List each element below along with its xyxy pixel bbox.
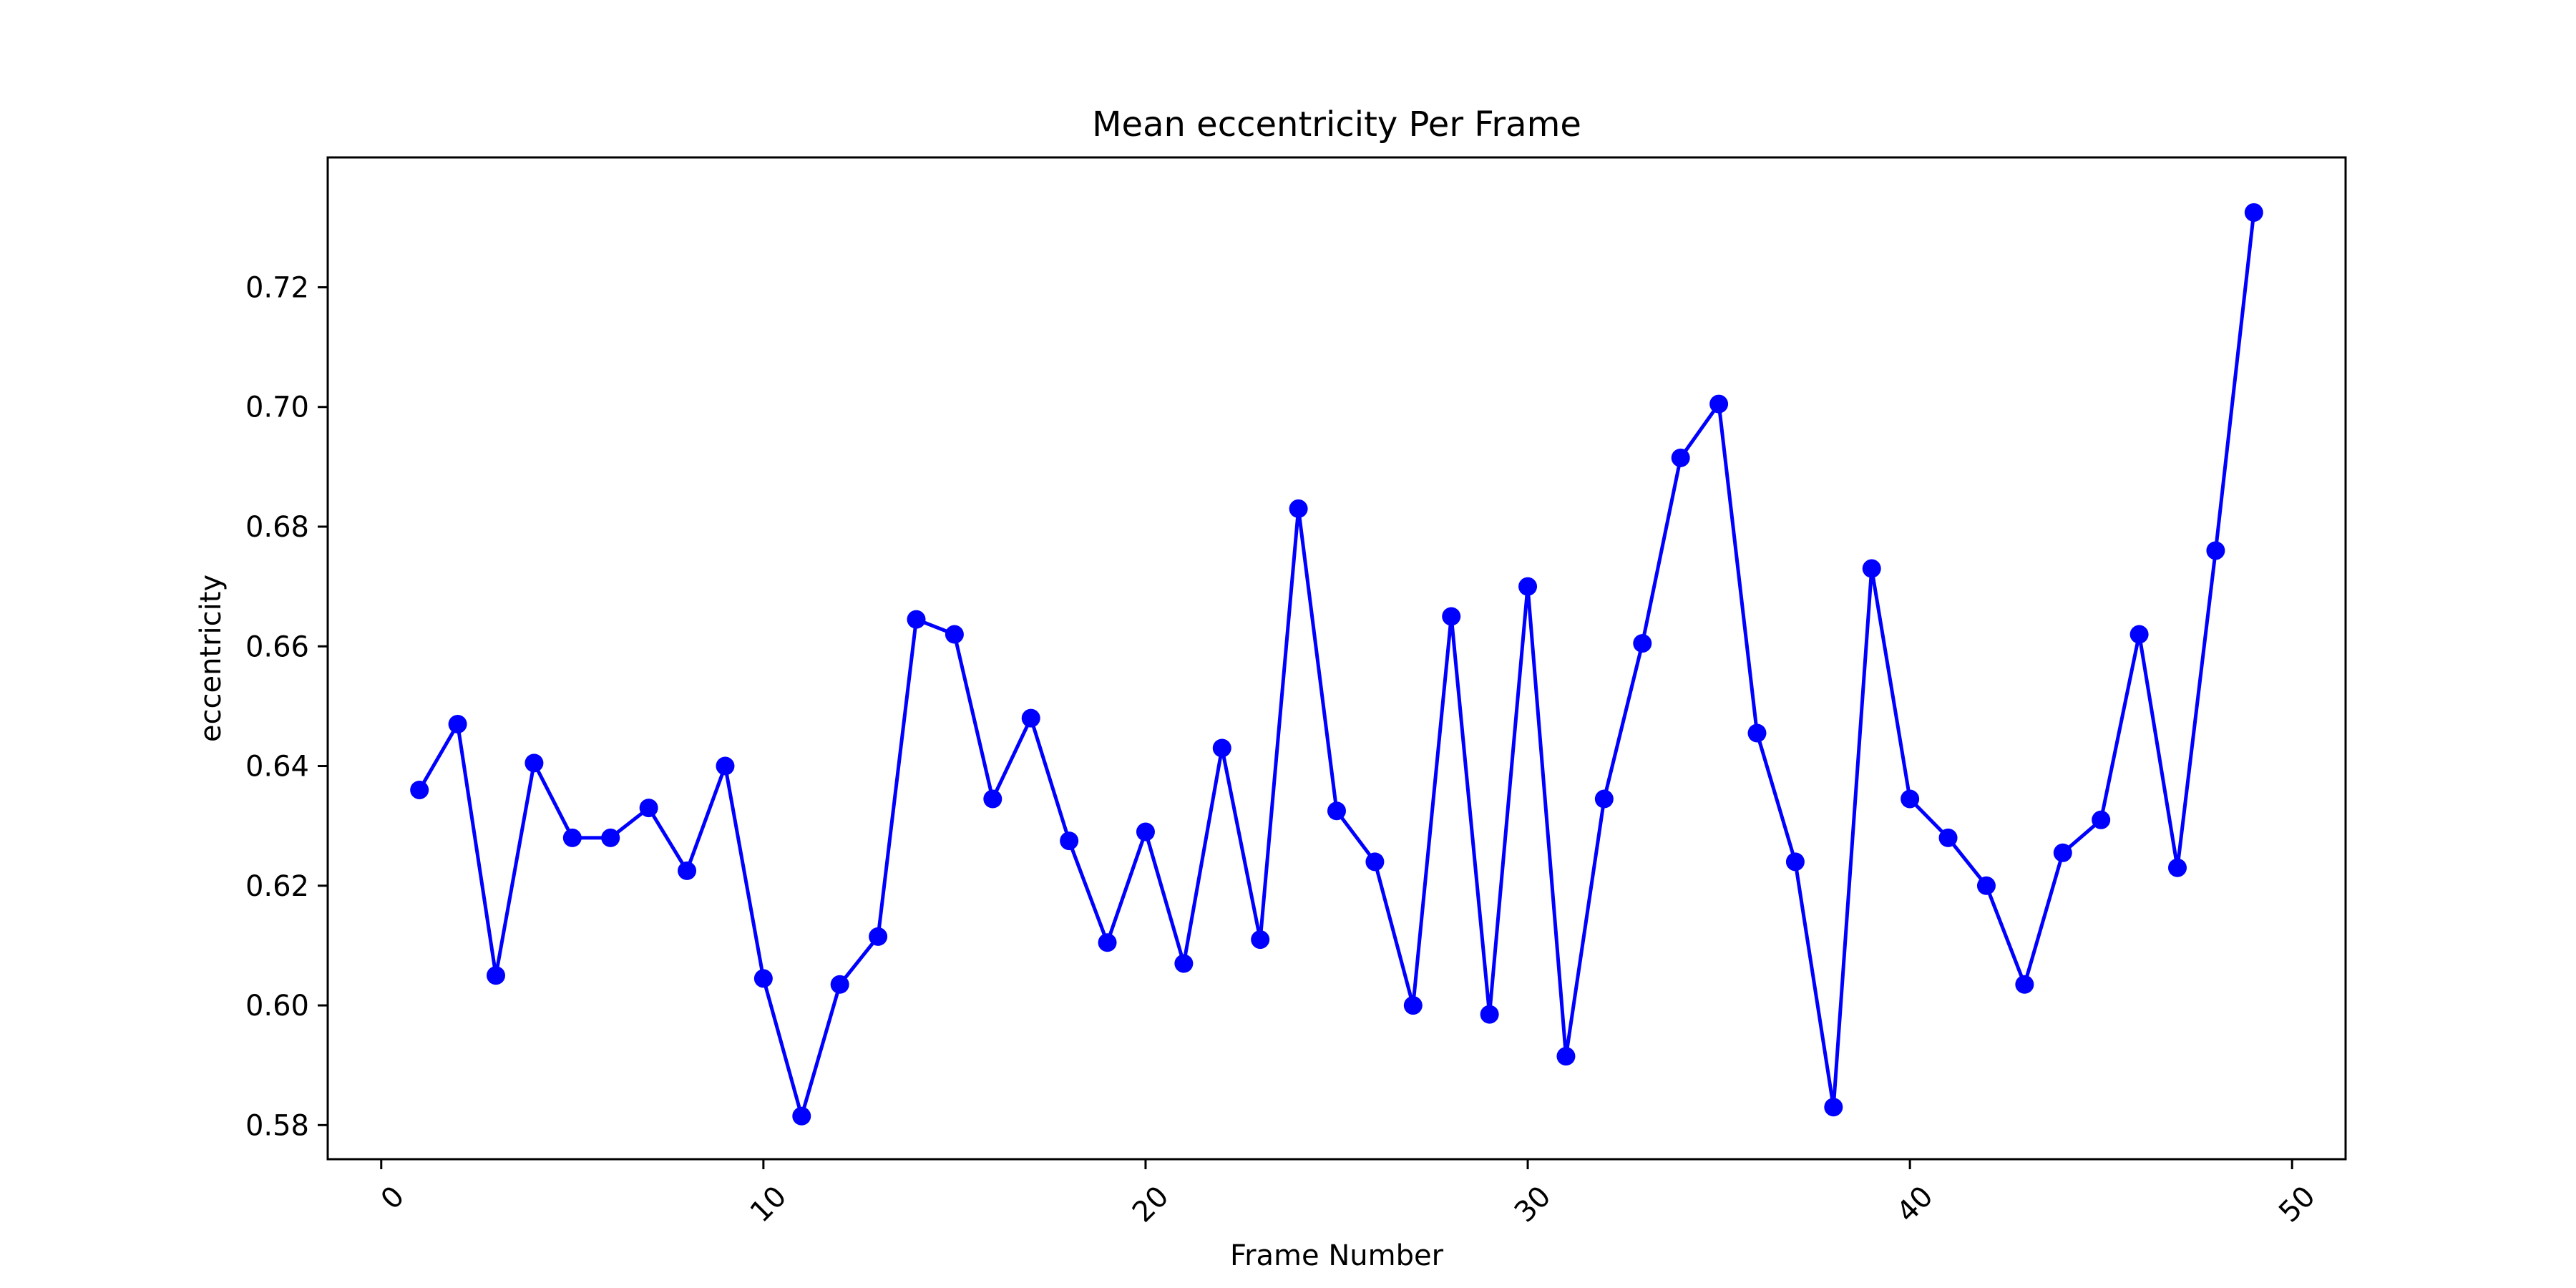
data-point [1976,876,1996,895]
data-point [2129,625,2149,644]
data-point [1518,577,1538,596]
data-point [1174,954,1194,973]
data-point [410,780,429,799]
data-point [1824,1098,1843,1117]
plot-area [410,203,2263,1126]
data-point [792,1106,811,1126]
data-point [1862,559,1881,578]
data-point [1327,801,1346,821]
y-tick-label: 0.68 [245,511,309,544]
data-point [601,828,620,847]
plot-frame [326,156,2347,1161]
data-point [525,753,544,773]
data-point [1556,1047,1576,1066]
data-point [2092,810,2111,829]
data-point [1021,708,1040,728]
chart-title: Mean eccentricity Per Frame [1092,104,1581,145]
data-point [1901,789,1920,809]
data-point [753,969,773,988]
data-point [639,799,658,818]
data-point [678,861,697,880]
data-point [2015,975,2034,994]
x-tick-label: 50 [2273,1180,2322,1229]
data-point [2206,541,2225,560]
data-point [448,714,467,733]
y-tick-label: 0.64 [245,751,309,784]
data-point [830,975,849,994]
data-point [945,625,964,644]
x-tick-label: 0 [375,1180,411,1216]
y-axis-label: eccentricity [195,575,228,742]
data-point [1212,738,1231,758]
data-point [1365,852,1385,872]
data-point [1289,499,1308,518]
data-point [907,610,926,629]
data-point [487,966,505,985]
data-point [2053,843,2072,862]
data-point [1709,394,1729,414]
data-point [562,828,582,847]
y-tick-label: 0.62 [245,870,309,903]
data-point [1594,789,1614,809]
data-point [1671,448,1690,467]
x-tick-label: 40 [1890,1180,1940,1229]
data-point [1785,852,1805,872]
data-point [1747,723,1767,743]
data-point [716,756,735,776]
data-point [1251,930,1270,950]
data-point [1060,831,1079,851]
y-tick-label: 0.66 [245,630,309,663]
x-tick-label: 10 [744,1180,794,1229]
x-tick-label: 30 [1508,1180,1558,1229]
data-point [1442,607,1461,626]
data-point [1938,828,1958,847]
data-point [1403,996,1423,1015]
y-tick-label: 0.60 [245,990,309,1023]
y-axis: 0.58 0.60 0.62 0.64 0.66 0.68 0.70 0.72 [245,271,328,1142]
data-point [2244,203,2263,222]
y-tick-label: 0.72 [245,271,309,304]
series-line [418,212,2256,1118]
data-point [869,927,888,946]
x-axis: 0 10 20 30 40 50 [375,1159,2322,1229]
data-point [983,789,1002,809]
data-point [1633,634,1652,653]
y-tick-label: 0.70 [245,391,309,424]
data-point [1098,933,1117,952]
x-tick-label: 20 [1126,1180,1176,1229]
y-tick-label: 0.58 [245,1109,309,1142]
x-axis-label: Frame Number [1230,1239,1444,1272]
data-point [2168,858,2187,877]
data-point [1136,822,1155,841]
data-point [1480,1005,1499,1024]
